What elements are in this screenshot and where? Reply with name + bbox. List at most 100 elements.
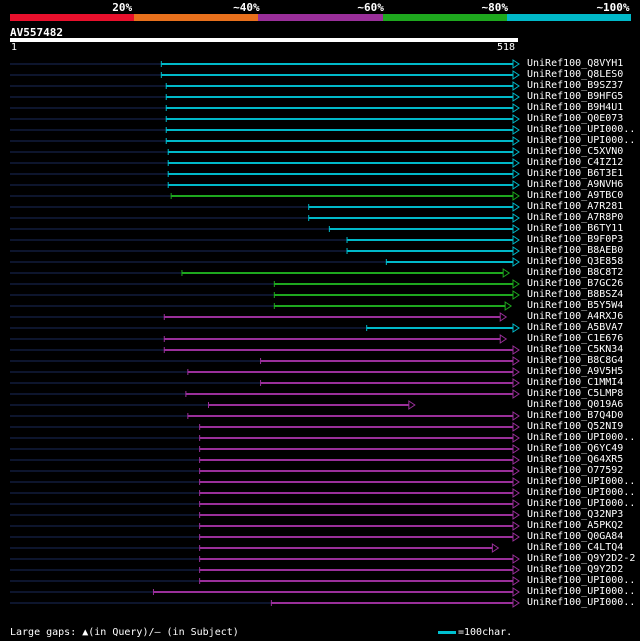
hit-row[interactable] xyxy=(10,312,508,322)
hit-row[interactable] xyxy=(10,367,520,377)
hit-label[interactable]: UniRef100_Q019A6 xyxy=(527,399,624,410)
hit-label[interactable]: UniRef100_UPI000.. xyxy=(527,487,636,498)
hit-row[interactable] xyxy=(10,180,520,190)
hit-label[interactable]: UniRef100_A9TBC0 xyxy=(527,190,624,201)
hit-row[interactable] xyxy=(10,301,513,311)
hit-row[interactable] xyxy=(10,279,520,289)
hit-label[interactable]: UniRef100_B6T3E1 xyxy=(527,168,624,179)
hit-row[interactable] xyxy=(10,532,520,542)
hit-label[interactable]: UniRef100_UPI000.. xyxy=(527,575,636,586)
hit-label[interactable]: UniRef100_B8C8G4 xyxy=(527,355,624,366)
hit-label[interactable]: UniRef100_UPI000.. xyxy=(527,586,636,597)
hit-row[interactable] xyxy=(10,433,520,443)
hit-label[interactable]: UniRef100_B5Y5W4 xyxy=(527,300,624,311)
hit-label[interactable]: UniRef100_B9SZ37 xyxy=(527,80,624,91)
hit-label[interactable]: UniRef100_A5PKQ2 xyxy=(527,520,624,531)
hit-row[interactable] xyxy=(10,499,520,509)
hit-row[interactable] xyxy=(10,136,520,146)
hit-label[interactable]: UniRef100_A9NVH6 xyxy=(527,179,624,190)
hit-label[interactable]: UniRef100_UPI000.. xyxy=(527,432,636,443)
hit-row[interactable] xyxy=(10,213,520,223)
hit-label[interactable]: UniRef100_Q6YC49 xyxy=(527,443,624,454)
hit-row[interactable] xyxy=(10,202,520,212)
hit-row[interactable] xyxy=(10,411,520,421)
hit-label[interactable]: UniRef100_A5BVA7 xyxy=(527,322,624,333)
hit-label[interactable]: UniRef100_Q3E858 xyxy=(527,256,624,267)
hit-label[interactable]: UniRef100_Q64XR5 xyxy=(527,454,624,465)
hit-row[interactable] xyxy=(10,246,520,256)
hit-label[interactable]: UniRef100_B8AEB0 xyxy=(527,245,624,256)
hit-row[interactable] xyxy=(10,114,520,124)
hit-label[interactable]: UniRef100_A7R8P0 xyxy=(527,212,624,223)
hit-label[interactable]: UniRef100_Q52NI9 xyxy=(527,421,624,432)
hit-row[interactable] xyxy=(10,290,520,300)
hit-row[interactable] xyxy=(10,191,520,201)
hit-label[interactable]: UniRef100_B9F0P3 xyxy=(527,234,624,245)
hit-row[interactable] xyxy=(10,576,520,586)
hit-label[interactable]: UniRef100_B7Q4D0 xyxy=(527,410,624,421)
hit-row[interactable] xyxy=(10,565,520,575)
hit-row[interactable] xyxy=(10,70,520,80)
hit-row[interactable] xyxy=(10,477,520,487)
hit-row[interactable] xyxy=(10,257,520,267)
hit-label[interactable]: UniRef100_Q0GA84 xyxy=(527,531,624,542)
hit-row[interactable] xyxy=(10,169,520,179)
hit-row[interactable] xyxy=(10,422,520,432)
hit-row[interactable] xyxy=(10,323,520,333)
hit-row[interactable] xyxy=(10,455,520,465)
hit-label[interactable]: UniRef100_B6TY11 xyxy=(527,223,624,234)
hit-row[interactable] xyxy=(10,378,520,388)
hit-row[interactable] xyxy=(10,389,520,399)
hit-label[interactable]: UniRef100_UPI000.. xyxy=(527,498,636,509)
hit-label[interactable]: UniRef100_C5XVN0 xyxy=(527,146,624,157)
hit-label[interactable]: UniRef100_B8C8T2 xyxy=(527,267,624,278)
hit-label[interactable]: UniRef100_A9V5H5 xyxy=(527,366,624,377)
hit-row[interactable] xyxy=(10,510,520,520)
hit-row[interactable] xyxy=(10,235,520,245)
hit-label[interactable]: UniRef100_B9HFG5 xyxy=(527,91,624,102)
hit-label[interactable]: UniRef100_Q32NP3 xyxy=(527,509,624,520)
hit-row[interactable] xyxy=(10,125,520,135)
hit-label[interactable]: UniRef100_B9H4U1 xyxy=(527,102,624,113)
hit-row[interactable] xyxy=(10,92,520,102)
hit-label[interactable]: UniRef100_Q8VYH1 xyxy=(527,58,624,69)
hit-row[interactable] xyxy=(10,400,416,410)
hit-row[interactable] xyxy=(10,81,520,91)
hit-row[interactable] xyxy=(10,444,520,454)
hit-row[interactable] xyxy=(10,345,520,355)
hit-label[interactable]: UniRef100_UPI000.. xyxy=(527,476,636,487)
hit-label[interactable]: UniRef100_C4LTQ4 xyxy=(527,542,624,553)
hit-label[interactable]: UniRef100_O77592 xyxy=(527,465,624,476)
hit-label[interactable]: UniRef100_C1E676 xyxy=(527,333,624,344)
hit-row[interactable] xyxy=(10,488,520,498)
hit-label[interactable]: UniRef100_C4IZ12 xyxy=(527,157,624,168)
hit-row[interactable] xyxy=(10,224,520,234)
hit-label[interactable]: UniRef100_B7GC26 xyxy=(527,278,624,289)
hit-label[interactable]: UniRef100_Q9Y2D2-2 xyxy=(527,553,636,564)
hit-row[interactable] xyxy=(10,158,520,168)
hit-row[interactable] xyxy=(10,521,520,531)
hit-label[interactable]: UniRef100_UPI000.. xyxy=(527,124,636,135)
hit-label[interactable]: UniRef100_UPI000.. xyxy=(527,597,636,608)
hit-row[interactable] xyxy=(10,466,520,476)
hit-row[interactable] xyxy=(10,587,520,597)
hit-row[interactable] xyxy=(10,103,520,113)
hit-label[interactable]: UniRef100_UPI000.. xyxy=(527,135,636,146)
hit-row[interactable] xyxy=(10,543,500,553)
hit-label[interactable]: UniRef100_A4RXJ6 xyxy=(527,311,624,322)
hit-label[interactable]: UniRef100_A7R281 xyxy=(527,201,624,212)
hit-label[interactable]: UniRef100_C5KN34 xyxy=(527,344,624,355)
hit-row[interactable] xyxy=(10,59,520,69)
hit-label[interactable]: UniRef100_B8BSZ4 xyxy=(527,289,624,300)
hit-row[interactable] xyxy=(10,268,511,278)
hit-row[interactable] xyxy=(10,334,508,344)
hit-label[interactable]: UniRef100_C1MMI4 xyxy=(527,377,624,388)
hit-label[interactable]: UniRef100_Q8LES0 xyxy=(527,69,624,80)
hit-row[interactable] xyxy=(10,554,520,564)
hit-row[interactable] xyxy=(10,598,520,608)
hit-row[interactable] xyxy=(10,356,520,366)
hit-row[interactable] xyxy=(10,147,520,157)
hit-label[interactable]: UniRef100_C5LMP8 xyxy=(527,388,624,399)
hit-label[interactable]: UniRef100_Q9Y2D2 xyxy=(527,564,624,575)
hit-label[interactable]: UniRef100_Q0E073 xyxy=(527,113,624,124)
